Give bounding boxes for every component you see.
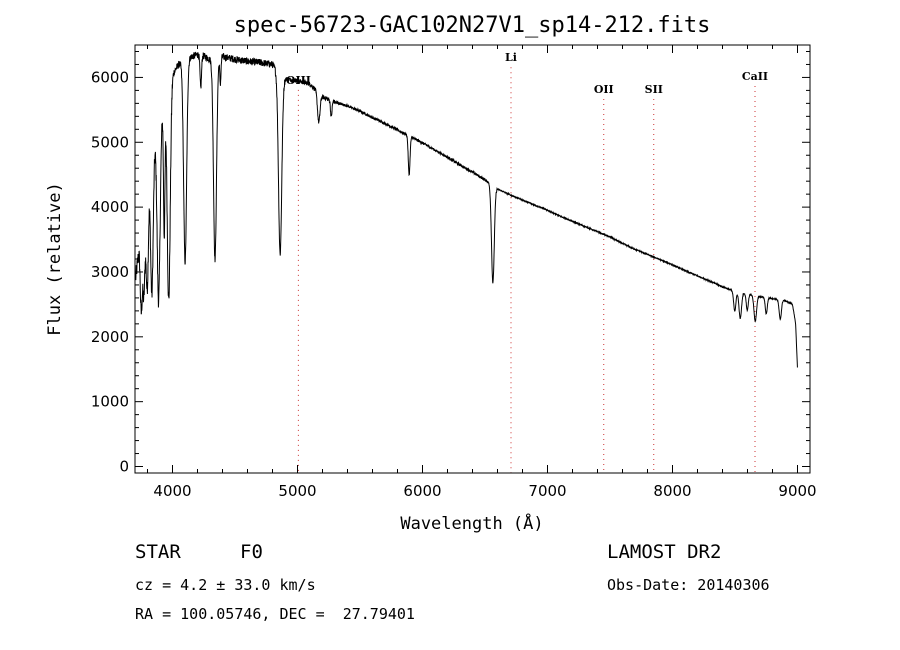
y-axis-label: Flux (relative) bbox=[45, 182, 65, 336]
coordinates: RA = 100.05746, DEC = 27.79401 bbox=[135, 605, 415, 623]
survey-name: LAMOST DR2 bbox=[607, 541, 722, 563]
y-tick-label: 6000 bbox=[91, 68, 129, 86]
spectral-subclass: F0 bbox=[240, 541, 263, 563]
obs-date: Obs-Date: 20140306 bbox=[607, 576, 770, 594]
x-tick-label: 8000 bbox=[653, 482, 691, 500]
reference-label-caii: CaII bbox=[742, 70, 768, 83]
x-tick-label: 5000 bbox=[278, 482, 316, 500]
redshift-value: cz = 4.2 ± 33.0 km/s bbox=[135, 576, 316, 594]
y-tick-label: 4000 bbox=[91, 198, 129, 216]
spectrum-flux-line bbox=[135, 51, 798, 368]
object-class: STAR bbox=[135, 541, 181, 563]
y-tick-label: 2000 bbox=[91, 328, 129, 346]
y-axis: 0 1000 2000 3000 4000 5000 6000 bbox=[91, 50, 810, 476]
x-tick-label: 6000 bbox=[403, 482, 441, 500]
chart-title: spec-56723-GAC102N27V1_sp14-212.fits bbox=[234, 13, 711, 38]
spectrum-series bbox=[135, 51, 798, 368]
reference-label-oii: OII bbox=[594, 83, 614, 96]
plot-frame bbox=[134, 44, 811, 474]
y-tick-label: 3000 bbox=[91, 263, 129, 281]
x-tick-label: 9000 bbox=[778, 482, 816, 500]
reference-label-li: Li bbox=[505, 51, 517, 64]
y-tick-label: 1000 bbox=[91, 393, 129, 411]
x-axis-label: Wavelength (Å) bbox=[400, 512, 543, 534]
x-axis: 4000 5000 6000 7000 8000 9000 bbox=[147, 45, 817, 500]
x-tick-label: 4000 bbox=[153, 482, 191, 500]
x-tick-label: 7000 bbox=[528, 482, 566, 500]
reference-label-sii: SII bbox=[645, 83, 663, 96]
y-tick-label: 5000 bbox=[91, 133, 129, 151]
y-tick-label: 0 bbox=[119, 458, 129, 476]
